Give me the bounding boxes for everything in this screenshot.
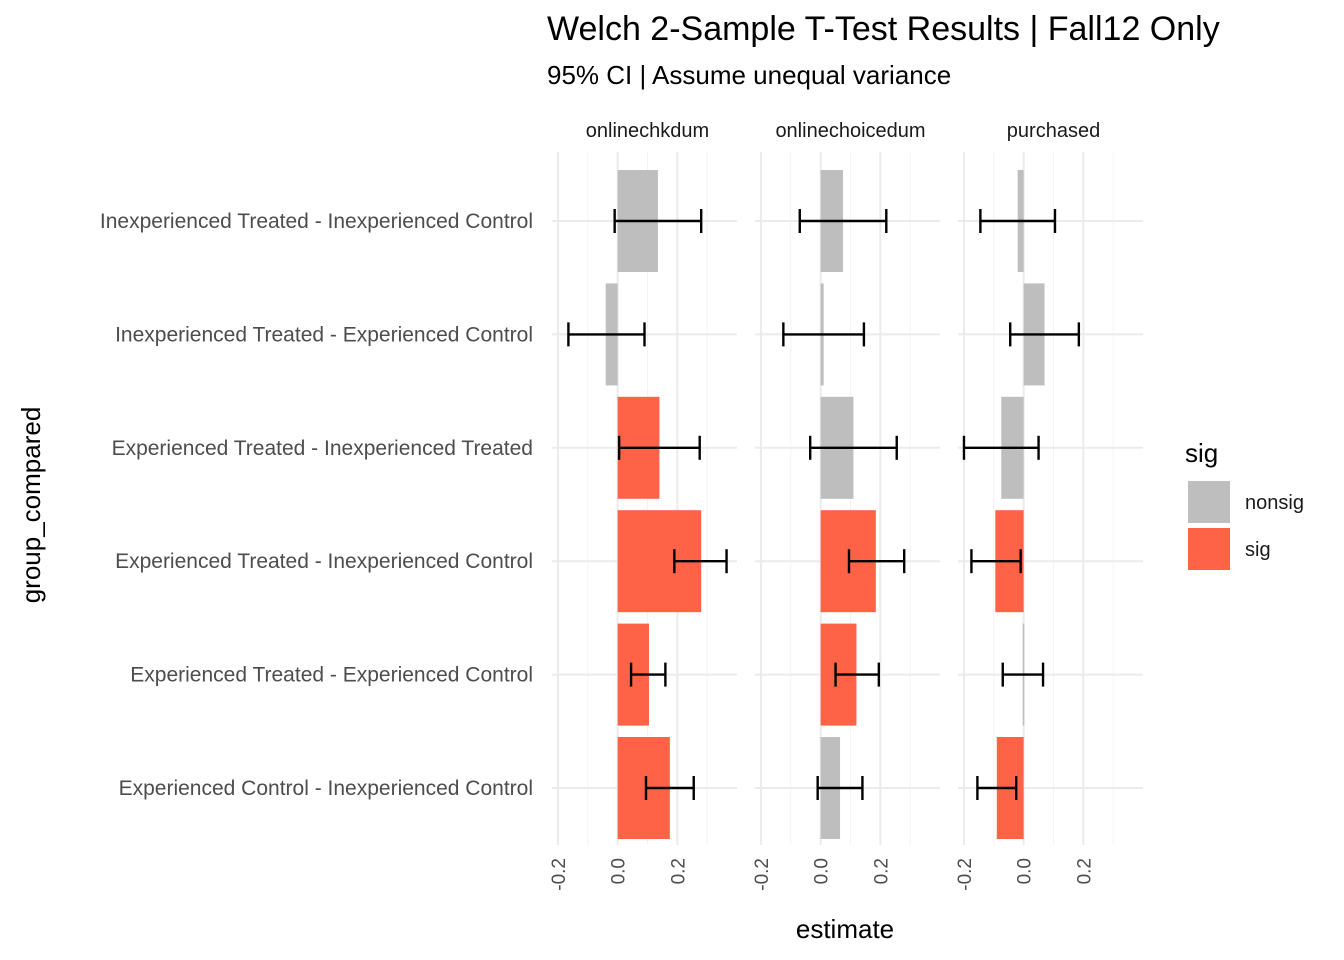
y-tick-label: Inexperienced Treated - Experienced Cont…: [115, 323, 533, 346]
errorbar-onlinechkdum-1: [567, 322, 646, 347]
errorbar-onlinechkdum-3: [673, 549, 728, 574]
chart-subtitle: 95% CI | Assume unequal variance: [547, 60, 951, 90]
errorbar-purchased-1: [1009, 322, 1081, 347]
x-tick-label-onlinechkdum: 0.2: [668, 858, 689, 884]
y-tick-label: Inexperienced Treated - Inexperienced Co…: [100, 210, 533, 233]
errorbar-purchased-4: [1001, 662, 1045, 687]
legend-entry-nonsig: nonsig: [1188, 481, 1304, 523]
legend-label: sig: [1245, 539, 1271, 561]
errorbar-onlinechoicedum-3: [847, 549, 906, 574]
x-tick-label-onlinechoicedum: 0.0: [812, 858, 833, 884]
x-tick-label-onlinechoicedum: 0.2: [871, 858, 892, 884]
errorbar-onlinechkdum-4: [629, 662, 667, 687]
errorbar-purchased-0: [979, 209, 1057, 233]
errorbar-onlinechoicedum-0: [798, 209, 888, 233]
legend-label: nonsig: [1245, 492, 1304, 514]
x-tick-label-onlinechkdum: 0.0: [609, 858, 630, 884]
x-tick-label-purchased: -0.2: [955, 858, 976, 891]
y-axis-title: group_compared: [16, 407, 46, 604]
errorbar-purchased-3: [970, 549, 1022, 574]
legend: sig nonsig sig: [1185, 438, 1304, 570]
facet-label-purchased: purchased: [1007, 120, 1100, 142]
x-tick-label-onlinechoicedum: -0.2: [752, 858, 773, 891]
y-tick-label: Experienced Treated - Inexperienced Cont…: [115, 550, 533, 573]
errorbar-layer: [567, 209, 1081, 800]
legend-title: sig: [1185, 438, 1218, 468]
x-tick-label-layer: -0.2 0.0 0.2 -0.2 0.0 0.2 -0.2 0.0 0.2: [549, 858, 1095, 891]
errorbar-onlinechkdum-2: [617, 435, 701, 460]
errorbar-purchased-2: [962, 435, 1040, 460]
y-tick-label: Experienced Treated - Inexperienced Trea…: [112, 437, 533, 460]
facet-label-onlinechkdum: onlinechkdum: [586, 120, 709, 142]
errorbar-onlinechoicedum-2: [809, 435, 898, 460]
facet-label-onlinechoicedum: onlinechoicedum: [775, 120, 925, 142]
legend-entries: nonsig sig: [1188, 481, 1304, 570]
y-tick-label-layer: Inexperienced Treated - Inexperienced Co…: [100, 210, 533, 800]
x-tick-label-onlinechkdum: -0.2: [549, 858, 570, 891]
errorbar-onlinechkdum-5: [644, 776, 695, 800]
legend-swatch: [1188, 481, 1230, 523]
legend-entry-sig: sig: [1188, 528, 1271, 570]
errorbar-onlinechoicedum-5: [816, 776, 864, 800]
errorbar-purchased-5: [976, 776, 1018, 800]
x-tick-label-purchased: 0.2: [1074, 858, 1095, 884]
chart-title: Welch 2-Sample T-Test Results | Fall12 O…: [547, 10, 1220, 48]
bar-layer: [605, 170, 1045, 839]
y-tick-label: Experienced Control - Inexperienced Cont…: [119, 777, 533, 800]
facet-strip-layer: onlinechkdum onlinechoicedum purchased: [586, 120, 1100, 142]
y-tick-label: Experienced Treated - Experienced Contro…: [130, 664, 533, 687]
x-axis-title: estimate: [796, 914, 894, 944]
errorbar-onlinechoicedum-4: [834, 662, 881, 687]
legend-swatch: [1188, 528, 1230, 570]
x-tick-label-purchased: 0.0: [1015, 858, 1036, 884]
errorbar-onlinechoicedum-1: [782, 322, 866, 347]
errorbar-onlinechkdum-0: [613, 209, 703, 233]
